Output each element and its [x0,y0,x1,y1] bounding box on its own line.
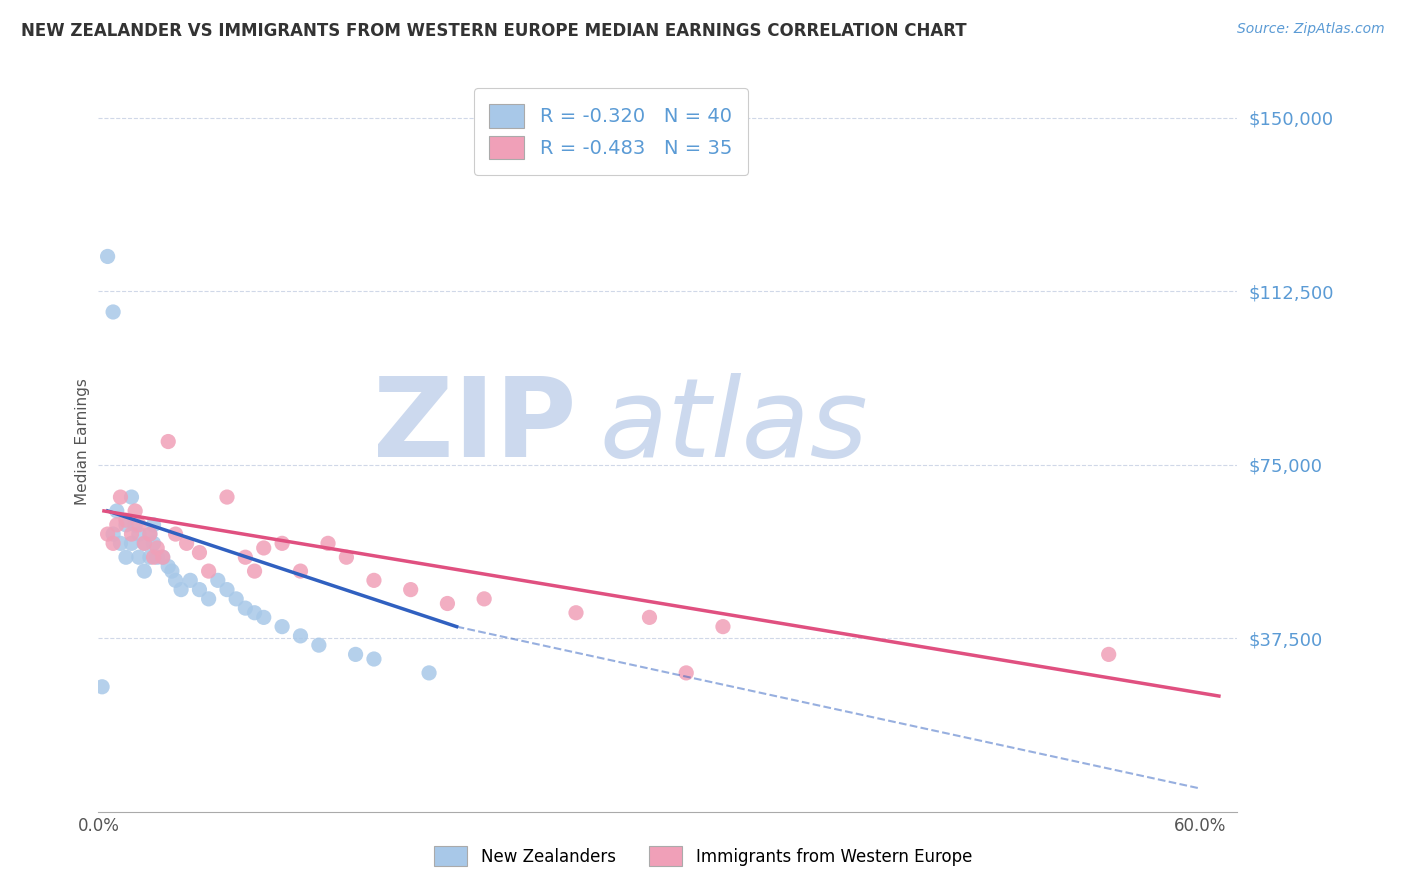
Point [316,536,339,550]
Point [115,517,138,532]
Point [215,582,238,597]
Point [675,665,697,680]
Point [436,597,458,611]
Point [215,490,238,504]
Legend: New Zealanders, Immigrants from Western Europe: New Zealanders, Immigrants from Western … [426,838,980,875]
Point [225,591,247,606]
Point [363,574,385,588]
Text: NEW ZEALANDER VS IMMIGRANTS FROM WESTERN EUROPE MEDIAN EARNINGS CORRELATION CHAR: NEW ZEALANDER VS IMMIGRANTS FROM WESTERN… [21,22,967,40]
Point [157,434,180,449]
Point [344,648,367,662]
Point [243,606,266,620]
Text: atlas: atlas [599,373,868,480]
Point [146,541,169,555]
Legend: R = -0.320   N = 40, R = -0.483   N = 35: R = -0.320 N = 40, R = -0.483 N = 35 [474,88,748,175]
Point [243,564,266,578]
Point [146,550,169,565]
Point [176,536,198,550]
Point [152,550,174,565]
Point [121,536,143,550]
Point [253,610,276,624]
Point [235,550,257,565]
Point [207,574,229,588]
Point [124,517,146,532]
Point [121,527,143,541]
Point [97,250,120,264]
Point [105,517,128,532]
Point [134,564,156,578]
Point [152,550,174,565]
Point [101,527,124,541]
Text: ZIP: ZIP [374,373,576,480]
Point [142,550,165,565]
Point [110,490,132,504]
Point [271,619,294,633]
Point [290,564,312,578]
Point [105,504,128,518]
Text: Source: ZipAtlas.com: Source: ZipAtlas.com [1237,22,1385,37]
Point [157,559,180,574]
Point [170,582,193,597]
Point [399,582,422,597]
Point [139,550,162,565]
Point [134,536,156,550]
Point [110,536,132,550]
Point [179,574,201,588]
Point [134,536,156,550]
Point [197,564,219,578]
Point [128,550,150,565]
Y-axis label: Median Earnings: Median Earnings [75,378,90,505]
Point [1098,648,1121,662]
Point [128,527,150,541]
Point [308,638,330,652]
Point [165,574,187,588]
Point [142,517,165,532]
Point [418,665,440,680]
Point [91,680,114,694]
Point [335,550,357,565]
Point [290,629,312,643]
Point [124,504,146,518]
Point [253,541,276,555]
Point [188,545,211,560]
Point [115,513,138,527]
Point [711,619,734,633]
Point [271,536,294,550]
Point [363,652,385,666]
Point [165,527,187,541]
Point [139,527,162,541]
Point [121,490,143,504]
Point [101,305,124,319]
Point [160,564,183,578]
Point [128,517,150,532]
Point [565,606,588,620]
Point [97,527,120,541]
Point [142,536,165,550]
Point [101,536,124,550]
Point [115,550,138,565]
Point [197,591,219,606]
Point [139,527,162,541]
Point [235,601,257,615]
Point [472,591,495,606]
Point [188,582,211,597]
Point [638,610,661,624]
